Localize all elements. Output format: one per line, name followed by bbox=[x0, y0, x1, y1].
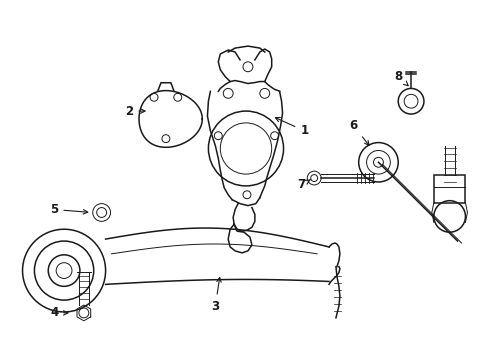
Text: 2: 2 bbox=[125, 105, 145, 118]
Text: 3: 3 bbox=[211, 278, 221, 312]
Text: 6: 6 bbox=[349, 120, 368, 145]
Text: 5: 5 bbox=[50, 203, 87, 216]
Text: 4: 4 bbox=[50, 306, 68, 319]
Text: 8: 8 bbox=[393, 70, 407, 86]
FancyBboxPatch shape bbox=[433, 175, 465, 203]
Text: 7: 7 bbox=[297, 179, 310, 192]
Text: 1: 1 bbox=[275, 117, 308, 137]
